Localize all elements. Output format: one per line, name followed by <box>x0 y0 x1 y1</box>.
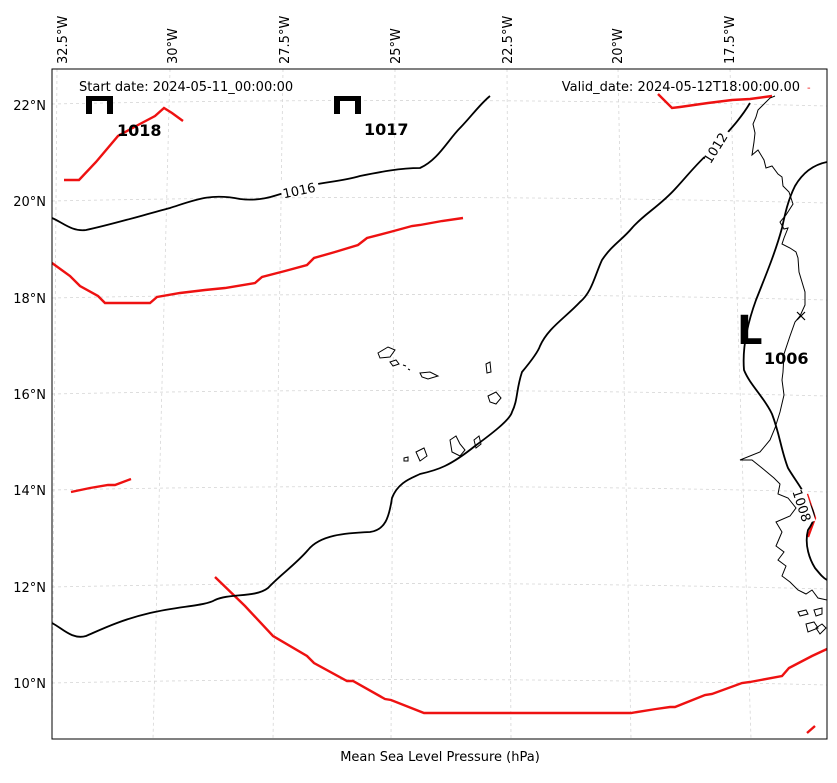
low-center-x-icon <box>796 311 806 321</box>
low-marker-1006: L 1006 <box>737 308 809 368</box>
lon-label-22-5w: 22.5°W <box>501 16 516 64</box>
meridian-25w <box>390 69 396 739</box>
isobar-1016 <box>52 95 491 232</box>
meridian-17-5w <box>729 69 752 739</box>
lon-label-27-5w: 27.5°W <box>278 16 293 64</box>
high-icon-right-leg <box>107 96 113 114</box>
island-west <box>415 447 428 462</box>
longitude-labels: 32.5°W 30°W 27.5°W 25°W 22.5°W 20°W 17.5… <box>56 16 738 64</box>
island-west-small <box>403 456 409 462</box>
lat-label-12n: 12°N <box>13 581 46 596</box>
high-2-value: 1017 <box>364 120 409 139</box>
front-line-short <box>70 477 132 494</box>
isobar-label-1016: 1016 <box>282 181 317 203</box>
front-line-south <box>214 576 827 715</box>
front-line-ne <box>657 93 773 110</box>
fronts <box>52 93 827 734</box>
low-value: 1006 <box>764 349 809 368</box>
lat-label-10n: 10°N <box>13 677 46 692</box>
isobar-1008 <box>742 161 827 581</box>
lon-label-30w: 30°W <box>166 28 181 64</box>
meridian-30w <box>152 69 171 739</box>
high-icon-left-leg <box>334 96 340 114</box>
lat-label-18n: 18°N <box>13 292 46 307</box>
island-long <box>419 371 440 380</box>
high-icon <box>86 96 113 101</box>
low-letter: L <box>737 308 763 354</box>
island-central <box>449 435 466 457</box>
graticule <box>52 69 827 739</box>
valid-date-marker: - <box>807 83 811 94</box>
meridian-32-5w <box>52 69 58 739</box>
lon-label-25w: 25°W <box>389 28 404 64</box>
meridian-22-5w <box>506 69 512 739</box>
island-small-1 <box>389 359 400 367</box>
parallel-10n <box>52 679 827 686</box>
island-small-2 <box>402 364 411 371</box>
lat-label-20n: 20°N <box>13 195 46 210</box>
coastlines <box>377 95 827 635</box>
lon-label-32-5w: 32.5°W <box>56 16 71 64</box>
front-line-nw <box>64 106 184 182</box>
parallel-20n <box>52 197 827 204</box>
coastal-island-3 <box>805 621 819 633</box>
parallel-22n <box>52 100 827 107</box>
high-icon <box>334 96 361 101</box>
isobar-label-1008: 1008 <box>788 488 812 524</box>
start-date-label: Start date: 2024-05-11_00:00:00 <box>79 80 293 95</box>
lon-label-17-5w: 17.5°W <box>723 16 738 64</box>
lat-label-16n: 16°N <box>13 388 46 403</box>
front-line-se-tick <box>806 725 816 734</box>
map-frame <box>51 68 828 740</box>
tenerife-island <box>377 346 396 359</box>
valid-date-label: Valid_date: 2024-05-12T18:00:00.00 <box>562 80 800 95</box>
parallel-14n <box>52 486 827 493</box>
isobar-1012 <box>52 102 751 638</box>
lon-label-20w: 20°W <box>611 28 626 64</box>
island-narrow <box>485 361 492 374</box>
parallel-12n <box>52 583 827 590</box>
front-line-mid <box>52 216 464 305</box>
coastal-island-1 <box>797 609 809 617</box>
high-marker-1017: 1017 <box>334 96 409 139</box>
high-marker-1018: 1018 <box>86 96 162 140</box>
latitude-labels: 22°N 20°N 18°N 16°N 14°N 12°N 10°N <box>13 99 46 692</box>
isobars <box>52 95 827 638</box>
contour-label-1016: 1016 <box>278 174 320 203</box>
contour-label-1012: 1012 <box>700 125 731 167</box>
parallel-16n <box>52 390 827 397</box>
high-icon-left-leg <box>86 96 92 114</box>
high-icon-right-leg <box>355 96 361 114</box>
lat-label-22n: 22°N <box>13 99 46 114</box>
coastal-island-2 <box>813 607 823 617</box>
lat-label-14n: 14°N <box>13 484 46 499</box>
meridian-20w <box>617 69 632 739</box>
island-east <box>473 435 482 449</box>
high-1-value: 1018 <box>117 121 162 140</box>
coastal-island-4 <box>815 623 827 635</box>
meridian-27-5w <box>272 69 284 739</box>
map-caption: Mean Sea Level Pressure (hPa) <box>340 750 540 765</box>
island-round <box>487 391 502 405</box>
